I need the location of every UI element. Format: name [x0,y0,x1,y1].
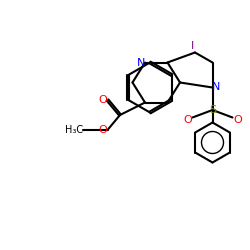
Text: S: S [209,105,216,115]
Text: I: I [191,41,194,51]
Text: N: N [137,58,145,68]
Text: H₃C: H₃C [65,125,83,135]
Text: O: O [233,115,242,125]
Text: O: O [98,95,107,105]
Text: O: O [98,125,107,135]
Text: O: O [183,115,192,125]
Text: N: N [212,82,220,92]
